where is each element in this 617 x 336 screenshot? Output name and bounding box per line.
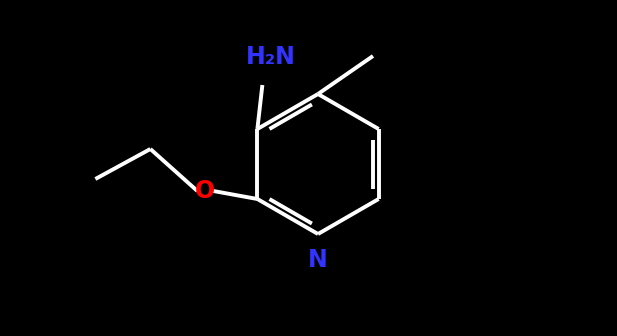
Text: H₂N: H₂N <box>246 45 296 69</box>
Text: N: N <box>308 248 328 272</box>
Text: O: O <box>196 179 215 203</box>
